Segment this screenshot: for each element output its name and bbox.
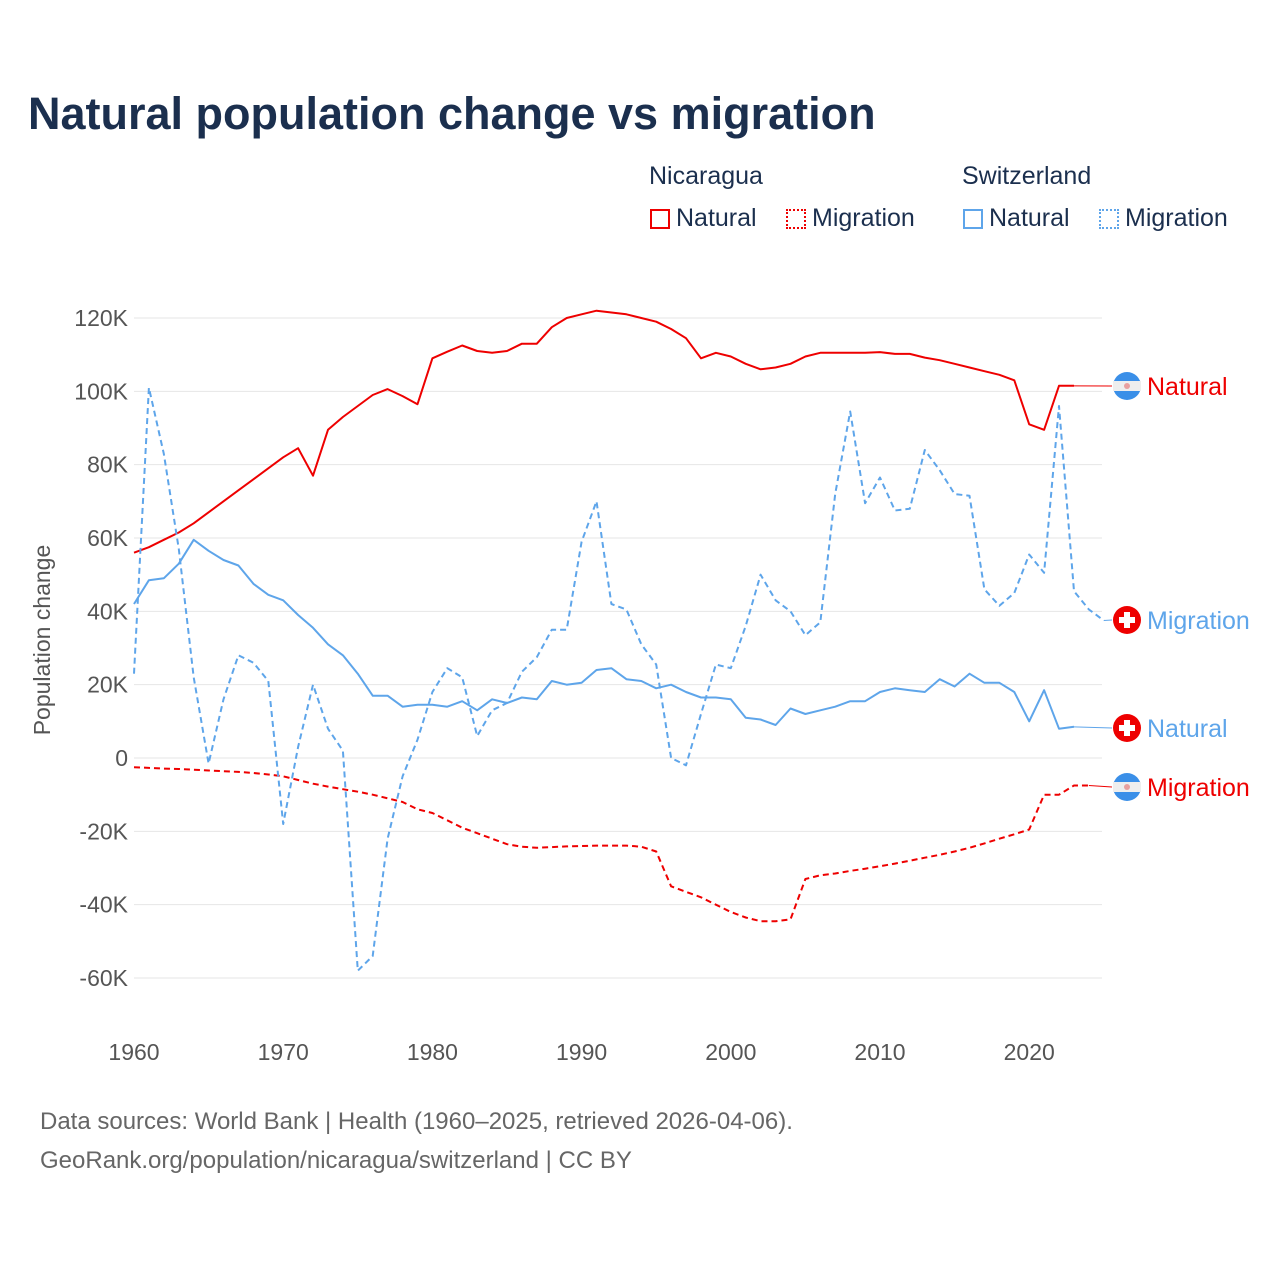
series-line-nicaragua-natural	[133, 309, 1074, 554]
y-tick-label: -20K	[79, 818, 128, 844]
x-tick-label: 1990	[556, 1039, 607, 1065]
switzerland-flag-icon	[1113, 606, 1141, 634]
nicaragua-flag-icon	[1113, 372, 1141, 400]
footer-credit: GeoRank.org/population/nicaragua/switzer…	[40, 1147, 632, 1174]
end-label-connector	[1103, 619, 1113, 621]
x-tick-label: 2020	[1004, 1039, 1055, 1065]
legend-label: Migration	[812, 204, 915, 232]
legend-label: Natural	[989, 204, 1070, 232]
end-label: Natural	[1147, 373, 1228, 401]
legend-nicaragua-migration[interactable]: Migration	[786, 204, 915, 233]
end-label-connector	[1088, 785, 1113, 788]
x-tick-label: 1960	[108, 1039, 159, 1065]
flag-emblem	[1124, 383, 1130, 389]
legend-swatch	[963, 208, 983, 229]
y-tick-label: -60K	[79, 965, 128, 991]
end-label-connector	[1073, 726, 1113, 729]
end-label: Migration	[1147, 774, 1250, 802]
flag-cross	[1119, 725, 1135, 731]
legend-group-nicaragua: Nicaragua	[649, 162, 763, 190]
legend-label: Natural	[676, 204, 757, 232]
legend-swatch	[786, 208, 806, 229]
x-tick-label: 1970	[258, 1039, 309, 1065]
legend-nicaragua-natural[interactable]: Natural	[650, 204, 757, 233]
y-tick-label: 20K	[87, 672, 129, 698]
series-line-switzerland-natural	[133, 538, 1075, 730]
x-tick-label: 2000	[705, 1039, 756, 1065]
series-line-nicaragua-migration	[133, 766, 1089, 923]
end-label: Migration	[1147, 607, 1250, 635]
legend-group-switzerland: Switzerland	[962, 162, 1092, 190]
chart-title: Natural population change vs migration	[28, 88, 876, 139]
footer-sources: Data sources: World Bank | Health (1960–…	[40, 1108, 793, 1135]
series-line-switzerland-migration	[133, 386, 1105, 972]
y-tick-label: 120K	[74, 305, 128, 331]
legend-switzerland-natural[interactable]: Natural	[963, 204, 1070, 233]
legend-label: Migration	[1125, 204, 1228, 232]
flag-emblem	[1124, 784, 1130, 790]
y-tick-label: 0	[115, 745, 128, 771]
nicaragua-flag-icon	[1113, 773, 1141, 801]
y-tick-label: -40K	[79, 892, 128, 918]
legend-swatch	[650, 208, 670, 229]
x-tick-label: 1980	[407, 1039, 458, 1065]
y-tick-label: 40K	[87, 598, 129, 624]
legend-switzerland-migration[interactable]: Migration	[1099, 204, 1228, 233]
end-label: Natural	[1147, 715, 1228, 743]
legend-swatch	[1099, 208, 1119, 229]
x-tick-label: 2010	[854, 1039, 905, 1065]
y-tick-label: 60K	[87, 525, 129, 551]
y-axis-label: Population change	[29, 545, 55, 736]
y-tick-label: 100K	[74, 378, 128, 404]
switzerland-flag-icon	[1113, 714, 1141, 742]
y-tick-label: 80K	[87, 452, 129, 478]
flag-cross	[1119, 617, 1135, 623]
